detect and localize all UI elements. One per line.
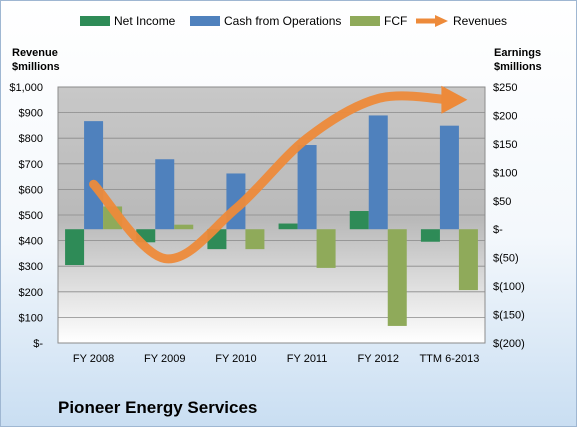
right-tick-label: $(150) xyxy=(493,310,525,322)
right-tick-label: $50 xyxy=(493,196,511,208)
bar-fcf xyxy=(458,229,478,291)
legend-swatch-cash-from-operations xyxy=(190,16,220,26)
left-axis-title: Revenue $millions xyxy=(12,46,60,74)
left-tick-label: $- xyxy=(33,338,43,350)
legend-label-revenues: Revenues xyxy=(453,14,508,28)
x-tick-label: FY 2008 xyxy=(73,353,114,365)
left-tick-label: $700 xyxy=(19,159,43,171)
left-axis-title-line1: Revenue xyxy=(12,47,58,59)
bar-net-income xyxy=(349,211,369,230)
legend-swatch-fcf xyxy=(350,16,380,26)
bar-net-income xyxy=(278,223,298,230)
bar-fcf xyxy=(245,229,265,250)
legend-item-cash-from-operations: Cash from Operations xyxy=(190,14,341,28)
revenue-line-path xyxy=(89,91,454,264)
left-tick-label: $200 xyxy=(19,287,43,299)
bar-cash-from-operations xyxy=(439,125,459,230)
x-tick-label: FY 2010 xyxy=(215,353,256,365)
legend-item-revenues: Revenues xyxy=(415,14,507,28)
revenue-line xyxy=(89,85,468,264)
left-tick-label: $100 xyxy=(19,312,43,324)
x-tick-label: FY 2012 xyxy=(358,353,399,365)
right-tick-label: $100 xyxy=(493,167,517,179)
right-tick-label: $(200) xyxy=(493,338,525,350)
chart-title: Pioneer Energy Services xyxy=(58,398,258,417)
gridlines xyxy=(58,86,485,344)
revenue-arrowhead xyxy=(441,85,468,114)
right-axis-title: Earnings $millions xyxy=(494,46,542,74)
right-tick-label: $(50) xyxy=(493,253,519,265)
right-axis-title-line2: $millions xyxy=(494,61,542,73)
legend-swatch-net-income xyxy=(80,16,110,26)
x-tick-label: TTM 6-2013 xyxy=(419,353,479,365)
bar-cash-from-operations xyxy=(155,159,175,230)
bar-cash-from-operations xyxy=(368,115,388,230)
legend-arrow-revenues xyxy=(416,15,448,27)
left-axis-title-line2: $millions xyxy=(12,61,60,73)
bars xyxy=(65,115,478,326)
bar-fcf xyxy=(316,229,336,268)
x-tick-label: FY 2009 xyxy=(144,353,185,365)
left-tick-label: $500 xyxy=(19,210,43,222)
left-tick-label: $900 xyxy=(19,108,43,120)
right-tick-label: $250 xyxy=(493,82,517,94)
left-tick-label: $800 xyxy=(19,133,43,145)
left-tick-label: $1,000 xyxy=(9,82,43,94)
bar-cash-from-operations xyxy=(84,121,104,230)
right-tick-label: $- xyxy=(493,224,503,236)
legend: Net Income Cash from Operations FCF Reve… xyxy=(0,14,577,34)
bar-cash-from-operations xyxy=(297,145,317,230)
right-tick-label: $200 xyxy=(493,110,517,122)
tick-labels: $- $100 $200 $300 $400 $500 $600 $700 $800 $900 $1… xyxy=(9,82,524,365)
legend-item-net-income: Net Income xyxy=(80,14,175,28)
legend-label-cash-from-operations: Cash from Operations xyxy=(224,14,342,28)
right-axis-title-line1: Earnings xyxy=(494,47,542,59)
left-tick-label: $400 xyxy=(19,236,43,248)
legend-label-net-income: Net Income xyxy=(114,14,176,28)
right-tick-label: $(100) xyxy=(493,281,525,293)
bar-net-income xyxy=(65,229,85,266)
bar-fcf xyxy=(387,229,407,326)
legend-label-fcf: FCF xyxy=(384,14,408,28)
left-tick-label: $300 xyxy=(19,261,43,273)
bar-fcf xyxy=(174,224,194,230)
right-tick-label: $150 xyxy=(493,139,517,151)
legend-item-fcf: FCF xyxy=(350,14,407,28)
x-tick-label: FY 2011 xyxy=(287,353,328,365)
bar-net-income xyxy=(420,229,440,242)
left-tick-label: $600 xyxy=(19,184,43,196)
